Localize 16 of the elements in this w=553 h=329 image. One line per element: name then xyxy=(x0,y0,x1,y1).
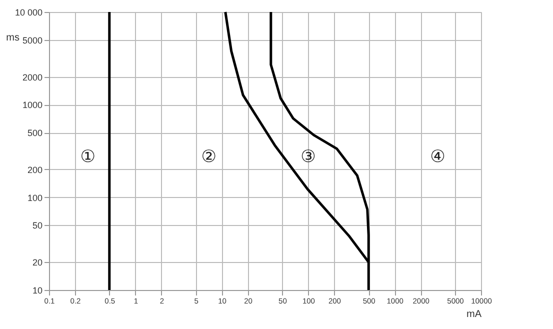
y-tick-label: 20 xyxy=(32,258,42,268)
y-tick-label: 200 xyxy=(27,164,42,175)
annotation: ③ xyxy=(300,147,316,167)
y-axis-title: ms xyxy=(6,32,20,44)
annotation: ① xyxy=(80,147,96,167)
y-tick-label: 10 xyxy=(32,286,42,296)
annotation: ② xyxy=(201,147,216,167)
y-tick-label: 100 xyxy=(27,192,42,203)
y-tick-label: 500 xyxy=(27,128,42,138)
y-tick-label: 5000 xyxy=(22,35,42,46)
y-tick-label: 10 000 xyxy=(14,8,42,18)
annotation: ④ xyxy=(430,147,446,167)
y-tick-label: 1000 xyxy=(22,100,42,110)
y-tick-label: 2000 xyxy=(22,72,42,82)
y-tick-label: 50 xyxy=(32,220,42,231)
x-axis-title: mA xyxy=(466,309,482,320)
